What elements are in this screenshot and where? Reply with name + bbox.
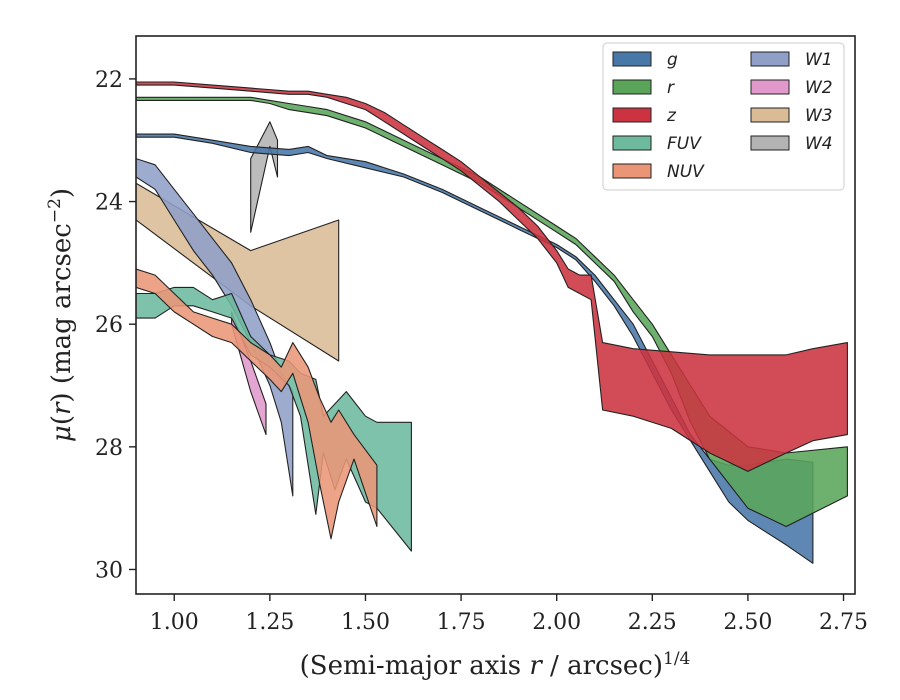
legend-swatch-w4	[750, 135, 790, 151]
x-axis-label: (Semi-major axis r / arcsec)1/4	[300, 649, 691, 681]
legend-swatch-z	[612, 107, 652, 123]
legend-label-w1: W1	[805, 50, 833, 70]
y-tick-label: 24	[95, 191, 123, 216]
band-nuv	[136, 268, 378, 540]
y-axis: 22 24 26 28 30	[95, 68, 136, 583]
legend-swatch-w2	[750, 79, 790, 95]
legend-swatch-g	[612, 51, 652, 67]
x-tick-label: 1.25	[245, 610, 294, 635]
x-tick-label: 1.50	[341, 610, 390, 635]
y-tick-label: 30	[95, 558, 123, 583]
legend-label-w2: W2	[805, 78, 833, 98]
x-tick-label: 1.75	[437, 610, 486, 635]
legend-label-r: r	[667, 78, 675, 98]
band-w1	[136, 158, 294, 497]
x-tick-label: 2.75	[819, 610, 868, 635]
band-r	[136, 96, 848, 528]
x-tick-label: 1.00	[150, 610, 199, 635]
y-axis-label: μ(r) (mag arcsec−2)	[45, 188, 77, 442]
y-tick-label: 28	[95, 436, 123, 461]
legend-swatch-nuv	[612, 163, 652, 179]
legend-label-w3: W3	[805, 106, 833, 126]
legend-label-w4: W4	[805, 134, 833, 154]
x-axis: 1.00 1.25 1.50 1.75 2.00 2.25 2.50 2.75	[150, 594, 868, 635]
band-g	[136, 133, 814, 564]
x-tick-label: 2.00	[532, 610, 581, 635]
y-tick-label: 22	[95, 68, 123, 93]
legend-label-nuv: NUV	[667, 162, 705, 182]
legend-swatch-w3	[750, 107, 790, 123]
legend-swatch-w1	[750, 51, 790, 67]
band-layer	[136, 81, 848, 564]
band-z	[136, 81, 848, 472]
plot-frame	[135, 35, 856, 595]
legend-label-g: g	[667, 50, 678, 70]
band-fuv	[136, 286, 412, 552]
y-tick-label: 26	[95, 313, 123, 338]
legend-swatch-r	[612, 79, 652, 95]
legend: grz FUV NUV W1 W2 W3 W4	[602, 42, 845, 191]
legend-label-z: z	[666, 106, 677, 126]
legend-swatch-fuv	[612, 135, 652, 151]
x-tick-label: 2.25	[628, 610, 677, 635]
x-tick-label: 2.50	[723, 610, 772, 635]
legend-label-fuv: FUV	[667, 134, 702, 154]
